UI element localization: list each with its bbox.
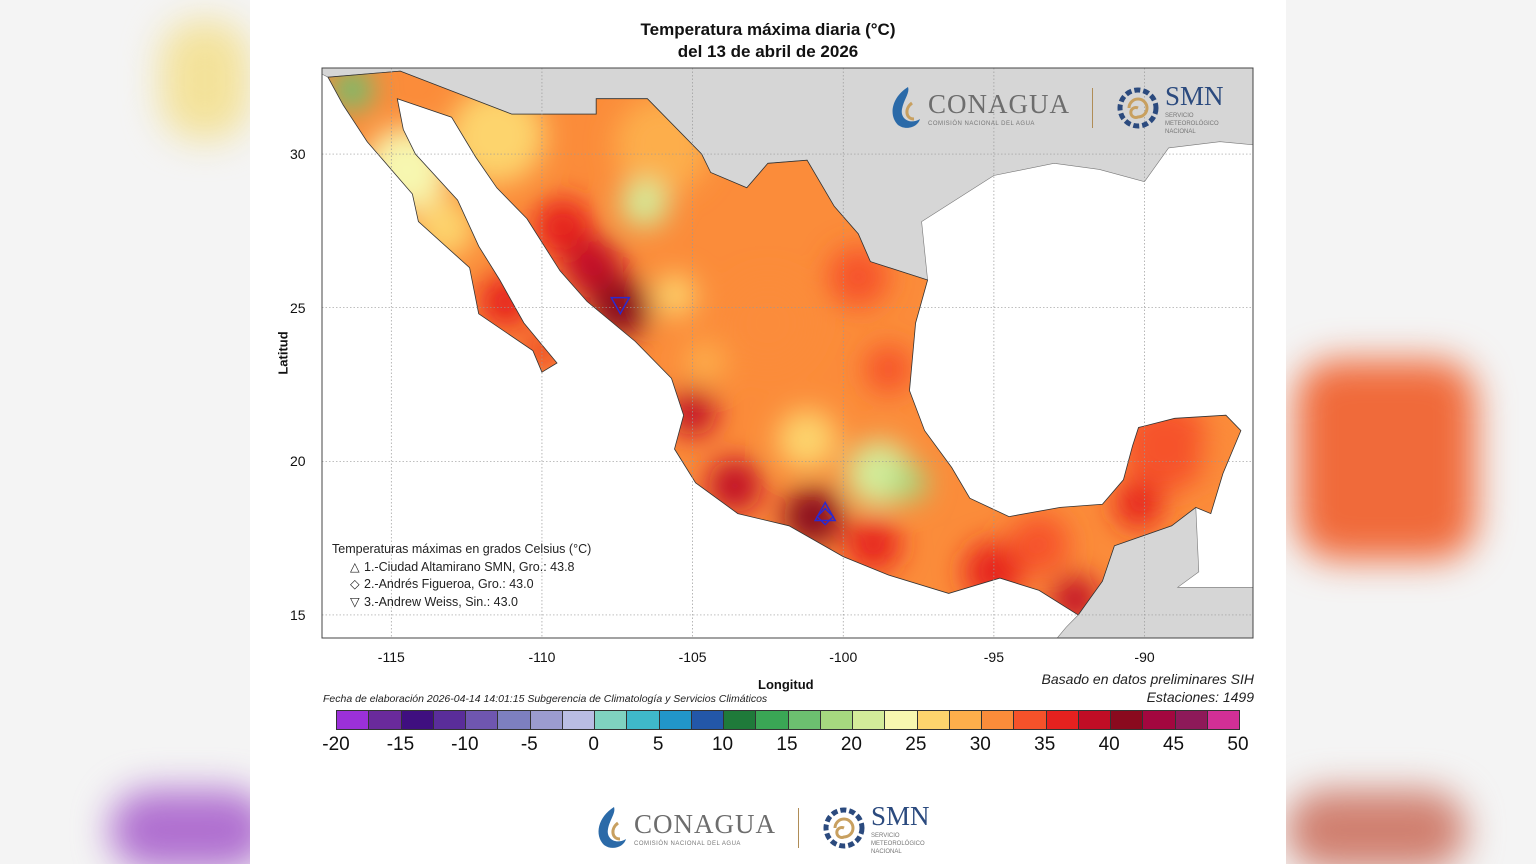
smn-logo-icon [1117,87,1159,129]
temperature-blob [864,345,913,394]
colorbar-bin [917,711,950,729]
colorbar-bin [1046,711,1079,729]
blurred-background-right [1286,0,1536,864]
colorbar-tick-label: -10 [451,734,479,755]
temperature-blob [1114,480,1163,529]
lon-tick-label: -95 [983,649,1004,665]
x-axis-label: Longitud [758,677,814,692]
diamond-icon: ◇ [350,577,360,591]
colorbar-tick-label: -15 [386,734,415,755]
blurred-background-left [0,0,250,864]
colorbar-bin [1207,711,1239,729]
temperature-blob [683,341,726,384]
lon-tick-label: -90 [1134,649,1155,665]
temperature-blob [707,458,762,513]
colorbar-tick-label: -20 [322,734,350,755]
colorbar-tick-label: 5 [652,734,664,755]
colorbar-bin [433,711,466,729]
temperature-blob [331,71,374,111]
legend-title: Temperaturas máximas en grados Celsius (… [332,542,592,556]
colorbar-bin [1143,711,1176,729]
colorbar-bin [627,711,660,729]
lat-tick-label: 20 [290,453,306,470]
colorbar-bin [853,711,886,729]
colorbar-bin [724,711,757,729]
temperature-blob [653,274,696,317]
colorbar-bin [982,711,1015,729]
logo-footer: CONAGUA COMISIÓN NACIONAL DEL AGUA SMN SER… [592,800,931,856]
colorbar-tick-label: 35 [1034,734,1056,755]
colorbar-bin [1175,711,1208,729]
temperature-blob [722,278,813,369]
colorbar-tick-label: 30 [969,734,991,755]
colorbar-bin [337,711,370,729]
lon-tick-label: -110 [528,649,556,665]
colorbar-bin [595,711,628,729]
colorbar-bin [788,711,821,729]
colorbar-bin [1111,711,1144,729]
colorbar-bin [885,711,918,729]
station-count: Estaciones: 1499 [1146,689,1254,705]
map-figure: Temperatura máxima diaria (°C) del 13 de… [250,0,1286,864]
station-legend: Temperaturas máximas en grados Celsius (… [332,541,591,611]
colorbar-bin [1014,711,1047,729]
colorbar-bin [369,711,402,729]
conagua-logo-icon [892,87,920,128]
colorbar-tick-label: 10 [711,734,734,755]
colorbar-tick-label: 0 [588,734,599,755]
elaboration-date: Fecha de elaboración 2026-04-14 14:01:15… [323,693,768,705]
colorbar-tick-label: 40 [1098,734,1120,755]
temperature-blob [777,409,838,470]
lon-tick-label: -100 [829,649,858,665]
diamond-icon [816,507,835,526]
smn-name: SMN [1165,81,1224,111]
lon-tick-label: -105 [678,649,707,665]
smn-name: SMN [871,801,930,831]
colorbar-bin [498,711,531,729]
temperature-blob [620,179,669,228]
legend-item: △ 1.-Ciudad Altamirano SMN, Gro.: 43.8 [332,559,591,577]
colorbar-bin [820,711,853,729]
lat-tick-label: 15 [290,606,306,623]
colorbar-tick-label: 45 [1162,734,1185,755]
colorbar-bin [949,711,982,729]
triangle-down-icon [609,296,631,316]
temperature-map [321,67,1254,639]
lat-tick-label: 30 [290,146,306,163]
conagua-logo-icon [598,807,626,848]
y-axis-label: Latitud [275,331,291,375]
triangle-up-icon [813,501,837,522]
colorbar-tick-label: 50 [1227,734,1249,755]
colorbar-tick-label: 15 [776,734,798,755]
temperature-blob [891,464,928,501]
conagua-name: CONAGUA [634,809,776,839]
colorbar-bin [530,711,563,729]
conagua-name: CONAGUA [928,89,1070,119]
colorbar-tick-label: 25 [905,734,927,755]
colorbar-bin [401,711,434,729]
smn-logo-icon [823,807,865,849]
colorbar-bin [466,711,499,729]
lon-tick-label: -115 [377,649,405,665]
colorbar [336,710,1240,730]
map-subtitle: del 13 de abril de 2026 [677,42,859,61]
data-source: Basado en datos preliminares SIH [1041,671,1254,687]
temperature-blob [1009,514,1070,575]
colorbar-bin [659,711,692,729]
colorbar-tick-label: 20 [840,734,862,755]
triangle-down-icon: ▽ [350,594,360,609]
colorbar-bin [562,711,595,729]
colorbar-bin [691,711,724,729]
lat-tick-label: 25 [290,299,306,316]
legend-item: ◇ 2.-Andrés Figueroa, Gro.: 43.0 [332,576,591,594]
logo-header: CONAGUA COMISIÓN NACIONAL DEL AGUA SMN SER… [886,80,1225,136]
map-frame [321,67,1254,639]
legend-item: ▽ 3.-Andrew Weiss, Sin.: 43.0 [332,594,591,612]
triangle-up-icon: △ [350,559,360,574]
colorbar-tick-label: -5 [520,734,538,755]
map-title: Temperatura máxima diaria (°C) [640,20,896,39]
colorbar-bin [756,711,789,729]
colorbar-bin [1078,711,1111,729]
temperature-blob [846,517,901,572]
